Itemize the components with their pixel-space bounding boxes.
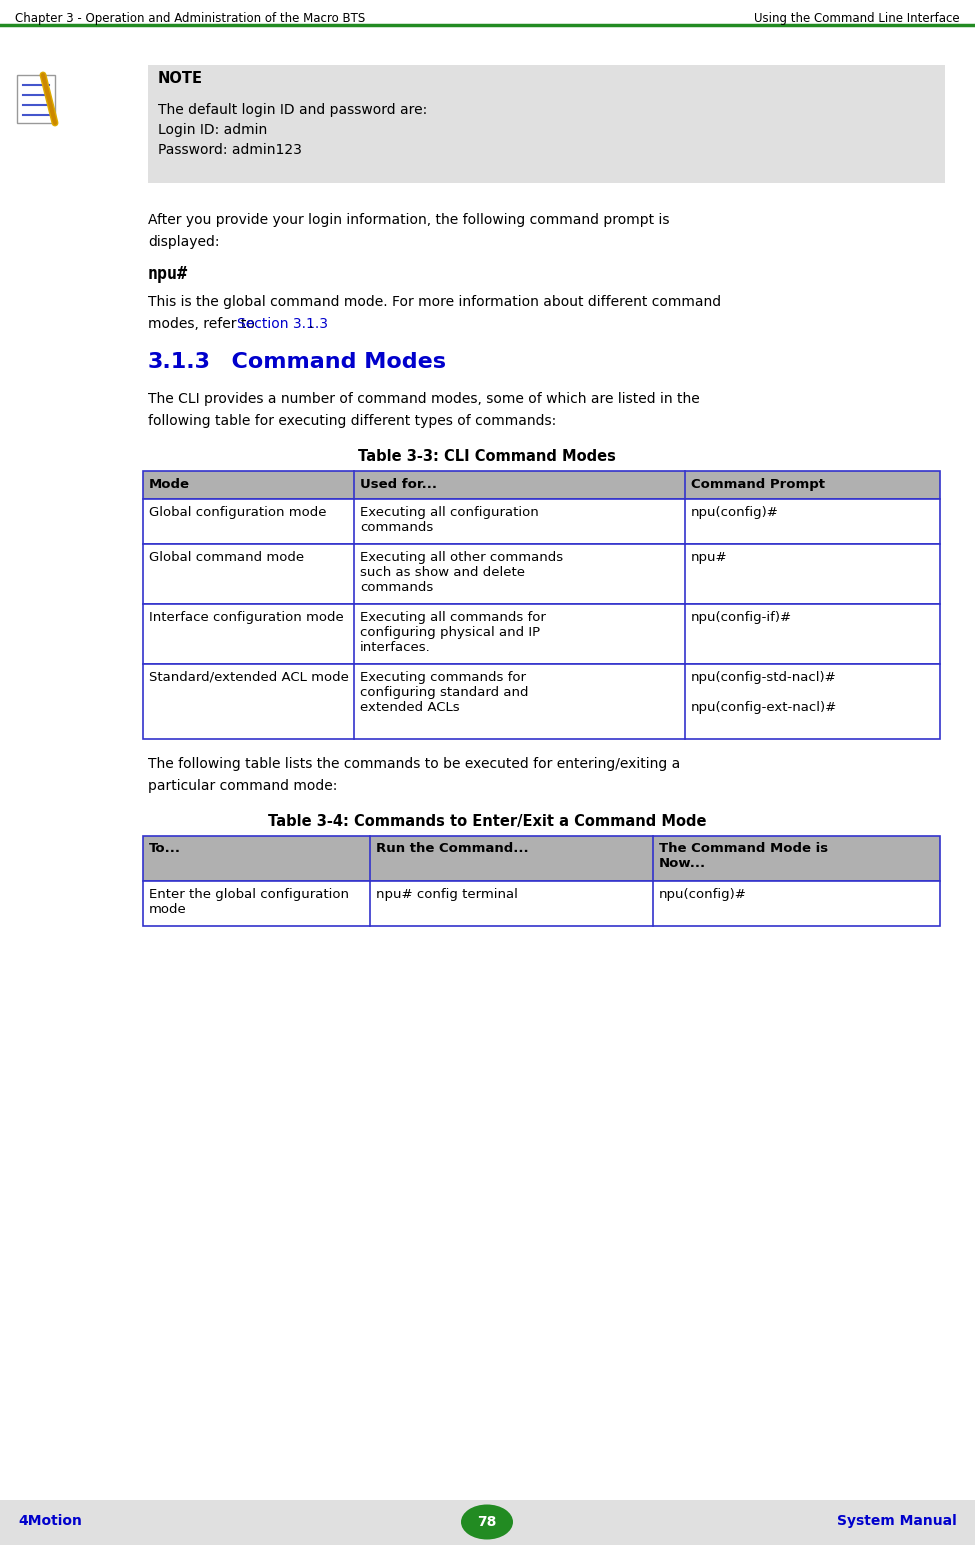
- Text: The default login ID and password are:: The default login ID and password are:: [158, 104, 427, 117]
- Text: Command Modes: Command Modes: [216, 352, 446, 372]
- Text: Run the Command...: Run the Command...: [376, 842, 528, 854]
- Text: This is the global command mode. For more information about different command: This is the global command mode. For mor…: [148, 295, 722, 309]
- Text: npu(config-std-nacl)#

npu(config-ext-nacl)#: npu(config-std-nacl)# npu(config-ext-nac…: [691, 671, 838, 714]
- Text: Table 3-4: Commands to Enter/Exit a Command Mode: Table 3-4: Commands to Enter/Exit a Comm…: [268, 814, 706, 830]
- Text: Global configuration mode: Global configuration mode: [149, 507, 327, 519]
- Text: Executing all commands for
configuring physical and IP
interfaces.: Executing all commands for configuring p…: [360, 610, 546, 654]
- Text: Password: admin123: Password: admin123: [158, 144, 302, 158]
- Text: Login ID: admin: Login ID: admin: [158, 124, 267, 138]
- Bar: [0, 1500, 975, 1545]
- Text: npu#: npu#: [691, 552, 727, 564]
- Bar: [148, 93, 945, 182]
- Text: Table 3-3: CLI Command Modes: Table 3-3: CLI Command Modes: [358, 450, 616, 464]
- Text: npu(config)#: npu(config)#: [659, 888, 747, 901]
- Text: Interface configuration mode: Interface configuration mode: [149, 610, 344, 624]
- Text: Executing all configuration
commands: Executing all configuration commands: [360, 507, 539, 535]
- Text: The Command Mode is
Now...: The Command Mode is Now...: [659, 842, 828, 870]
- Text: displayed:: displayed:: [148, 235, 219, 249]
- Text: The CLI provides a number of command modes, some of which are listed in the: The CLI provides a number of command mod…: [148, 392, 700, 406]
- Text: Global command mode: Global command mode: [149, 552, 304, 564]
- Bar: [143, 499, 940, 544]
- Text: Executing all other commands
such as show and delete
commands: Executing all other commands such as sho…: [360, 552, 564, 593]
- Bar: [143, 664, 940, 739]
- Text: npu(config)#: npu(config)#: [691, 507, 779, 519]
- Text: After you provide your login information, the following command prompt is: After you provide your login information…: [148, 213, 670, 227]
- Text: modes, refer to: modes, refer to: [148, 317, 259, 331]
- Text: particular command mode:: particular command mode:: [148, 779, 337, 793]
- Ellipse shape: [461, 1505, 513, 1539]
- Text: Mode: Mode: [149, 477, 190, 491]
- Text: 4Motion: 4Motion: [18, 1514, 82, 1528]
- Text: npu#: npu#: [148, 266, 188, 283]
- Text: Used for...: Used for...: [360, 477, 437, 491]
- Text: 78: 78: [478, 1516, 496, 1530]
- Text: npu# config terminal: npu# config terminal: [376, 888, 518, 901]
- Bar: [143, 544, 940, 604]
- Text: NOTE: NOTE: [158, 71, 203, 87]
- Bar: [143, 471, 940, 499]
- Text: Using the Command Line Interface: Using the Command Line Interface: [755, 12, 960, 25]
- Text: Enter the global configuration
mode: Enter the global configuration mode: [149, 888, 349, 916]
- Text: following table for executing different types of commands:: following table for executing different …: [148, 414, 557, 428]
- Text: 3.1.3: 3.1.3: [148, 352, 211, 372]
- Text: Section 3.1.3: Section 3.1.3: [237, 317, 328, 331]
- Bar: [148, 65, 945, 93]
- Text: Standard/extended ACL mode: Standard/extended ACL mode: [149, 671, 349, 684]
- Text: npu(config-if)#: npu(config-if)#: [691, 610, 792, 624]
- Text: .: .: [309, 317, 313, 331]
- Bar: [143, 881, 940, 925]
- Bar: [143, 836, 940, 881]
- Text: Chapter 3 - Operation and Administration of the Macro BTS: Chapter 3 - Operation and Administration…: [15, 12, 366, 25]
- Text: Executing commands for
configuring standard and
extended ACLs: Executing commands for configuring stand…: [360, 671, 528, 714]
- Bar: [17, 76, 55, 124]
- Bar: [143, 604, 940, 664]
- Text: The following table lists the commands to be executed for entering/exiting a: The following table lists the commands t…: [148, 757, 681, 771]
- Text: Command Prompt: Command Prompt: [691, 477, 825, 491]
- Text: System Manual: System Manual: [838, 1514, 957, 1528]
- Text: To...: To...: [149, 842, 181, 854]
